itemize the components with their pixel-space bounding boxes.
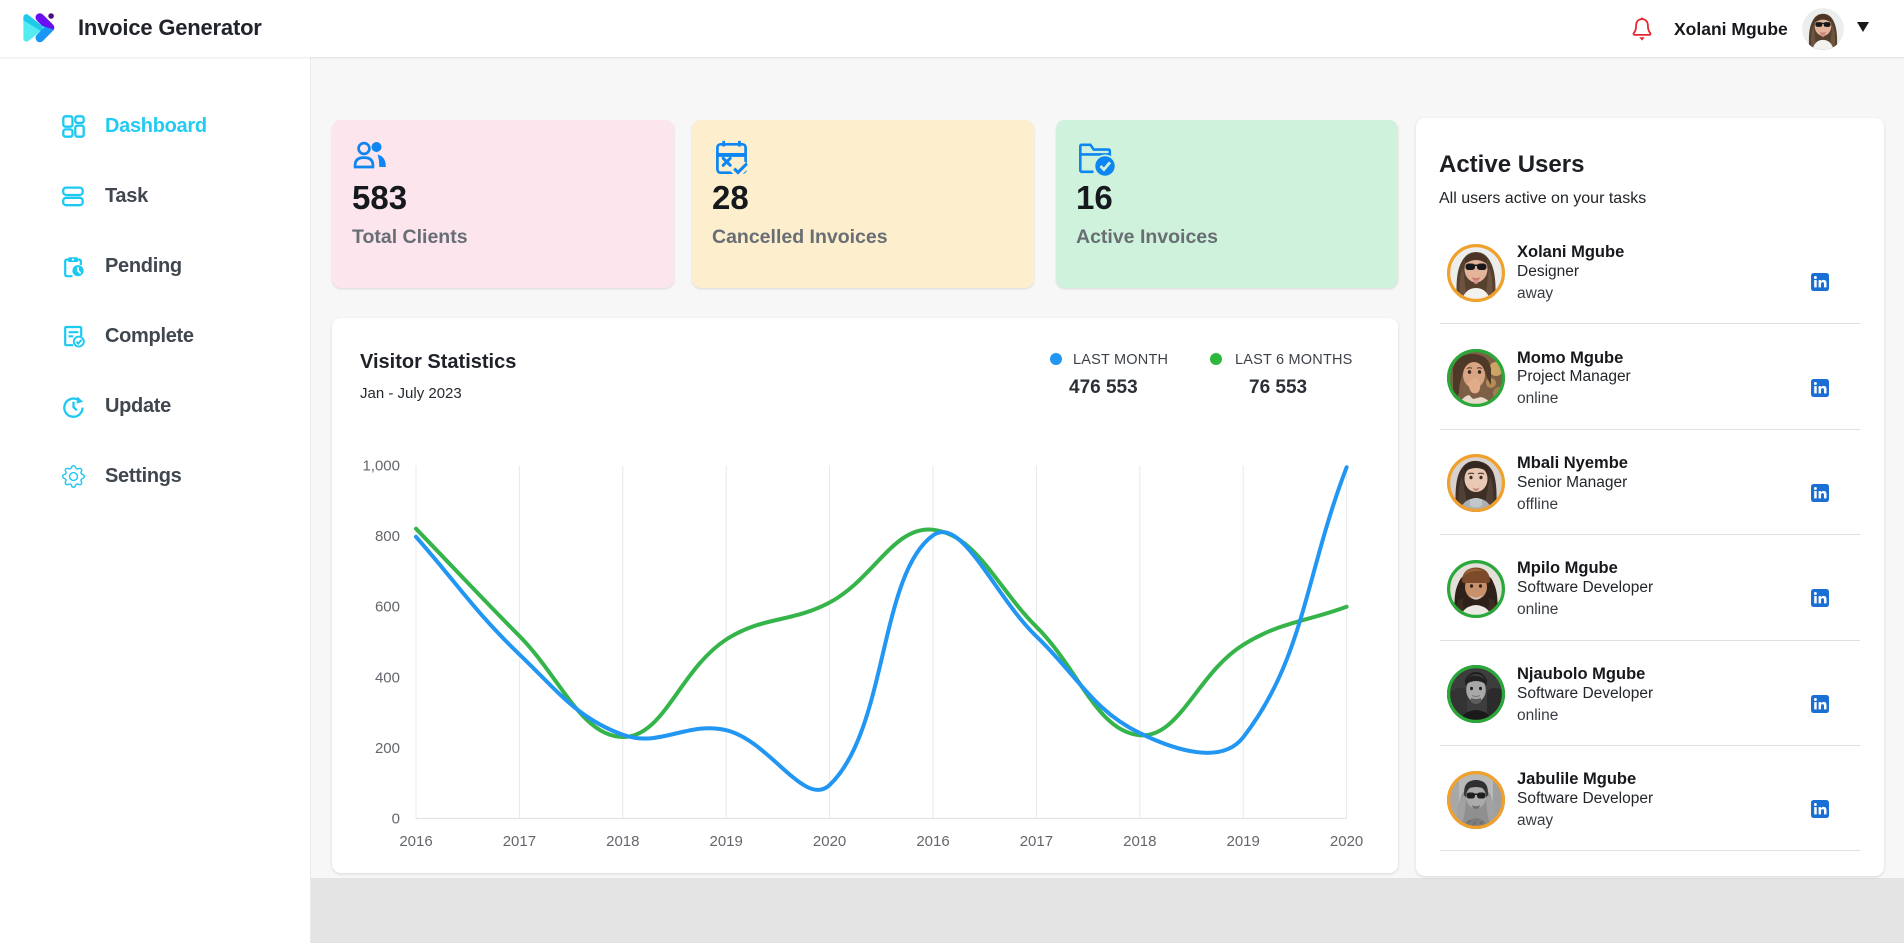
svg-text:2016: 2016 [399,833,432,850]
svg-text:2017: 2017 [503,833,536,850]
svg-text:2018: 2018 [1123,833,1156,850]
svg-text:1,000: 1,000 [362,458,400,475]
svg-text:0: 0 [392,811,400,828]
svg-text:800: 800 [375,528,400,545]
svg-text:2020: 2020 [813,833,846,850]
svg-text:2017: 2017 [1020,833,1053,850]
svg-text:600: 600 [375,599,400,616]
svg-text:2020: 2020 [1330,833,1363,850]
svg-text:2018: 2018 [606,833,639,850]
svg-text:400: 400 [375,669,400,686]
svg-text:2019: 2019 [710,833,743,850]
svg-text:2016: 2016 [916,833,949,850]
svg-text:2019: 2019 [1227,833,1260,850]
svg-text:200: 200 [375,740,400,757]
